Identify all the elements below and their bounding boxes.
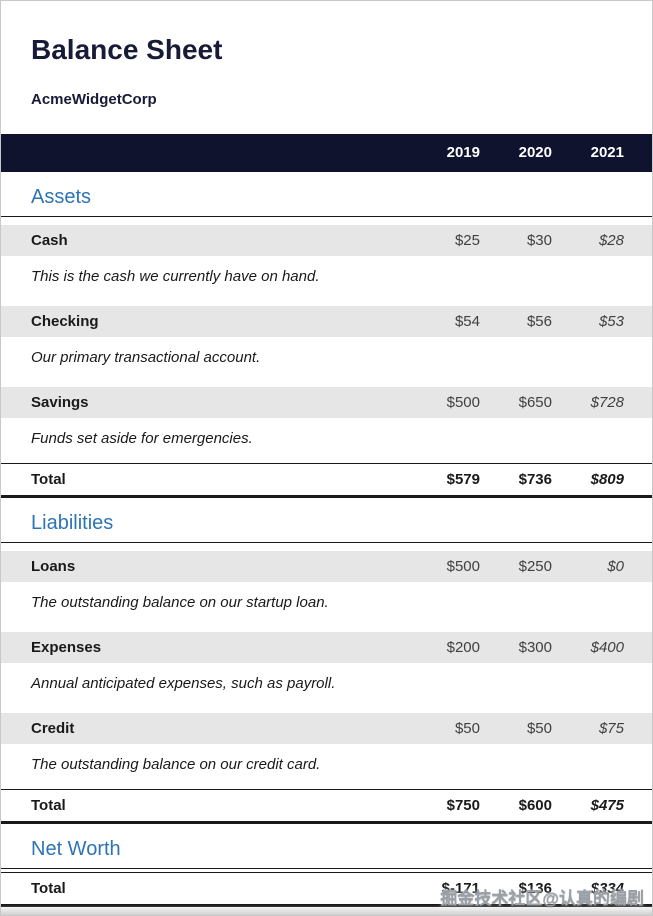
- value-2021: $0: [607, 557, 624, 575]
- section-title: Net Worth: [31, 837, 121, 860]
- row-note: Funds set aside for emergencies.: [1, 418, 652, 460]
- total-label: Total: [31, 796, 66, 814]
- row-note-text: This is the cash we currently have on ha…: [31, 268, 320, 286]
- value-2019: $500: [446, 557, 480, 575]
- table-row: Expenses $200 $300 $400: [1, 631, 652, 663]
- row-label: Loans: [31, 557, 76, 575]
- row-label: Expenses: [31, 638, 102, 656]
- row-label: Savings: [31, 393, 89, 411]
- section-heading: Assets: [1, 172, 652, 217]
- document-header: Balance Sheet AcmeWidgetCorp: [1, 1, 652, 108]
- value-2020: $650: [518, 393, 552, 411]
- watermark-text: 掘金技术社区@认真的编剧: [440, 889, 644, 908]
- table-row: Savings $500 $650 $728: [1, 386, 652, 418]
- bottom-edge-shadow: [1, 905, 652, 915]
- value-2020: $250: [518, 557, 552, 575]
- total-value-2021: $809: [590, 470, 624, 488]
- value-2020: $300: [518, 638, 552, 656]
- total-value-2020: $600: [518, 796, 552, 814]
- page-title: Balance Sheet: [31, 34, 223, 65]
- company-name: AcmeWidgetCorp: [31, 90, 157, 108]
- value-2019: $54: [454, 312, 480, 330]
- value-2020: $56: [526, 312, 552, 330]
- row-note-text: Annual anticipated expenses, such as pay…: [31, 675, 336, 693]
- value-2019: $200: [446, 638, 480, 656]
- total-label: Total: [31, 879, 66, 897]
- row-note: The outstanding balance on our startup l…: [1, 582, 652, 624]
- table-row: Loans $500 $250 $0: [1, 550, 652, 582]
- section-body: Cash $25 $30 $28 This is the cash we cur…: [1, 224, 652, 498]
- row-note-text: Our primary transactional account.: [31, 349, 261, 367]
- column-header-2019: 2019: [446, 144, 480, 162]
- section-title: Liabilities: [31, 511, 114, 534]
- value-2021: $28: [598, 231, 624, 249]
- section-heading: Liabilities: [1, 498, 652, 543]
- row-label: Checking: [31, 312, 99, 330]
- row-note: Annual anticipated expenses, such as pay…: [1, 663, 652, 705]
- table-row: Checking $54 $56 $53: [1, 305, 652, 337]
- value-2019: $50: [454, 719, 480, 737]
- row-label: Cash: [31, 231, 68, 249]
- row-label: Credit: [31, 719, 75, 737]
- value-2019: $500: [446, 393, 480, 411]
- section-body: Loans $500 $250 $0 The outstanding balan…: [1, 550, 652, 824]
- value-2021: $53: [598, 312, 624, 330]
- table-section: Liabilities Loans $500 $250 $0 The outst…: [1, 498, 652, 824]
- total-row: Total $750 $600 $475: [1, 788, 652, 824]
- table-section: Assets Cash $25 $30 $28 This is the cash…: [1, 172, 652, 498]
- total-value-2019: $750: [446, 796, 480, 814]
- section-title: Assets: [31, 185, 92, 208]
- value-2019: $25: [454, 231, 480, 249]
- table-row: Cash $25 $30 $28: [1, 224, 652, 256]
- value-2021: $728: [590, 393, 624, 411]
- total-value-2019: $-171: [441, 879, 480, 897]
- row-note-text: The outstanding balance on our credit ca…: [31, 756, 321, 774]
- column-header-2020: 2020: [518, 144, 552, 162]
- value-2020: $30: [526, 231, 552, 249]
- total-row: Total $579 $736 $809: [1, 462, 652, 498]
- value-2021: $400: [590, 638, 624, 656]
- total-value-2019: $579: [446, 470, 480, 488]
- table-body: Assets Cash $25 $30 $28 This is the cash…: [1, 172, 652, 907]
- row-note-text: Funds set aside for emergencies.: [31, 430, 253, 448]
- row-note: Our primary transactional account.: [1, 337, 652, 379]
- total-value-2020: $736: [518, 470, 552, 488]
- row-note-text: The outstanding balance on our startup l…: [31, 594, 329, 612]
- year-header-row: 2019 2020 2021: [1, 133, 652, 172]
- total-value-2021: $475: [590, 796, 624, 814]
- total-value-2021: $334: [590, 879, 624, 897]
- total-label: Total: [31, 470, 66, 488]
- value-2021: $75: [598, 719, 624, 737]
- row-note: The outstanding balance on our credit ca…: [1, 744, 652, 786]
- row-note: This is the cash we currently have on ha…: [1, 256, 652, 298]
- table-row: Credit $50 $50 $75: [1, 712, 652, 744]
- value-2020: $50: [526, 719, 552, 737]
- total-value-2020: $136: [518, 879, 552, 897]
- section-heading: Net Worth: [1, 824, 652, 869]
- column-header-2021: 2021: [590, 144, 624, 162]
